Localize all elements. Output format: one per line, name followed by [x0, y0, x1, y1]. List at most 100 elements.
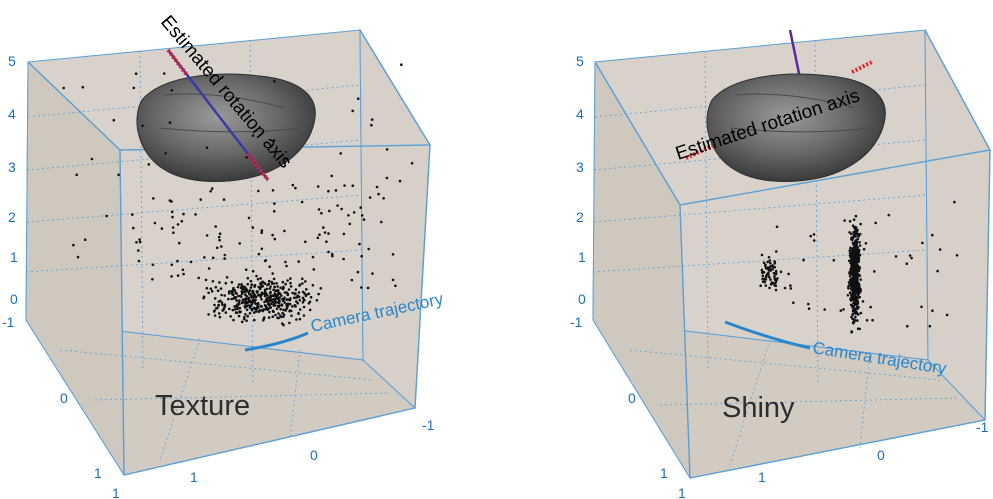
point: [858, 244, 862, 247]
point: [298, 317, 302, 321]
point: [921, 241, 924, 245]
point: [288, 302, 292, 306]
point: [275, 282, 278, 285]
point: [218, 315, 222, 319]
point: [272, 304, 276, 307]
point: [391, 278, 395, 282]
point: [259, 304, 263, 308]
point: [271, 309, 275, 313]
point: [72, 243, 75, 247]
point: [211, 280, 215, 283]
point: [255, 291, 259, 294]
point: [263, 259, 267, 263]
z-tick: 0: [10, 291, 18, 307]
point: [848, 231, 851, 234]
point: [281, 297, 284, 301]
point: [853, 291, 857, 294]
point: [262, 319, 265, 322]
point: [242, 288, 245, 291]
point: [317, 292, 320, 296]
point: [856, 258, 859, 261]
point: [862, 247, 866, 251]
point: [244, 313, 247, 316]
point: [850, 315, 853, 319]
point: [279, 307, 283, 311]
point: [848, 274, 852, 278]
point: [269, 285, 272, 288]
point: [852, 254, 855, 258]
point: [90, 157, 94, 161]
point: [787, 272, 790, 276]
point: [347, 214, 350, 217]
point: [278, 300, 281, 304]
point: [906, 324, 909, 328]
point: [223, 253, 227, 257]
point: [293, 296, 297, 300]
point: [245, 308, 249, 312]
point: [856, 276, 859, 280]
point: [259, 277, 263, 280]
point: [236, 303, 239, 306]
point: [848, 270, 851, 274]
point: [172, 231, 175, 234]
point: [852, 304, 856, 308]
point: [360, 254, 364, 258]
point: [240, 284, 244, 288]
point: [858, 232, 862, 236]
point: [233, 308, 237, 311]
point: [857, 290, 860, 293]
point: [276, 289, 280, 292]
point: [348, 222, 352, 226]
point: [132, 86, 136, 90]
point: [215, 307, 218, 310]
point: [792, 301, 795, 305]
point: [855, 251, 858, 255]
point: [268, 291, 272, 295]
point: [848, 251, 852, 255]
point: [853, 242, 857, 245]
point: [856, 254, 859, 257]
point: [311, 283, 315, 287]
point: [850, 269, 854, 273]
point: [861, 300, 865, 303]
point: [328, 209, 331, 213]
point: [272, 139, 276, 142]
panel-texture: Estimated rotation axis Camera trajector…: [2, 12, 445, 499]
point: [252, 307, 256, 310]
point: [218, 232, 222, 235]
rock-object: [136, 73, 316, 182]
point: [249, 286, 253, 289]
point: [851, 224, 855, 227]
panel-label: Shiny: [722, 392, 795, 424]
point: [189, 260, 193, 264]
point: [360, 286, 363, 289]
point: [178, 241, 181, 245]
point: [141, 124, 144, 127]
point: [297, 312, 300, 316]
point: [248, 292, 251, 296]
point: [267, 279, 271, 283]
point: [217, 312, 221, 315]
point: [323, 231, 327, 234]
point: [75, 173, 78, 177]
point: [268, 287, 272, 290]
point: [854, 245, 858, 249]
point: [857, 235, 860, 238]
point: [367, 247, 371, 251]
point: [132, 226, 135, 230]
point: [854, 296, 857, 300]
point: [266, 308, 270, 311]
point: [307, 301, 311, 305]
point: [304, 280, 307, 283]
point: [221, 309, 224, 312]
point: [767, 268, 771, 272]
point: [279, 286, 282, 290]
point: [290, 314, 293, 318]
point: [286, 279, 289, 282]
point: [281, 322, 284, 325]
point: [874, 221, 877, 225]
point: [252, 299, 256, 303]
point: [284, 260, 287, 264]
point: [261, 280, 264, 284]
point: [370, 118, 374, 121]
